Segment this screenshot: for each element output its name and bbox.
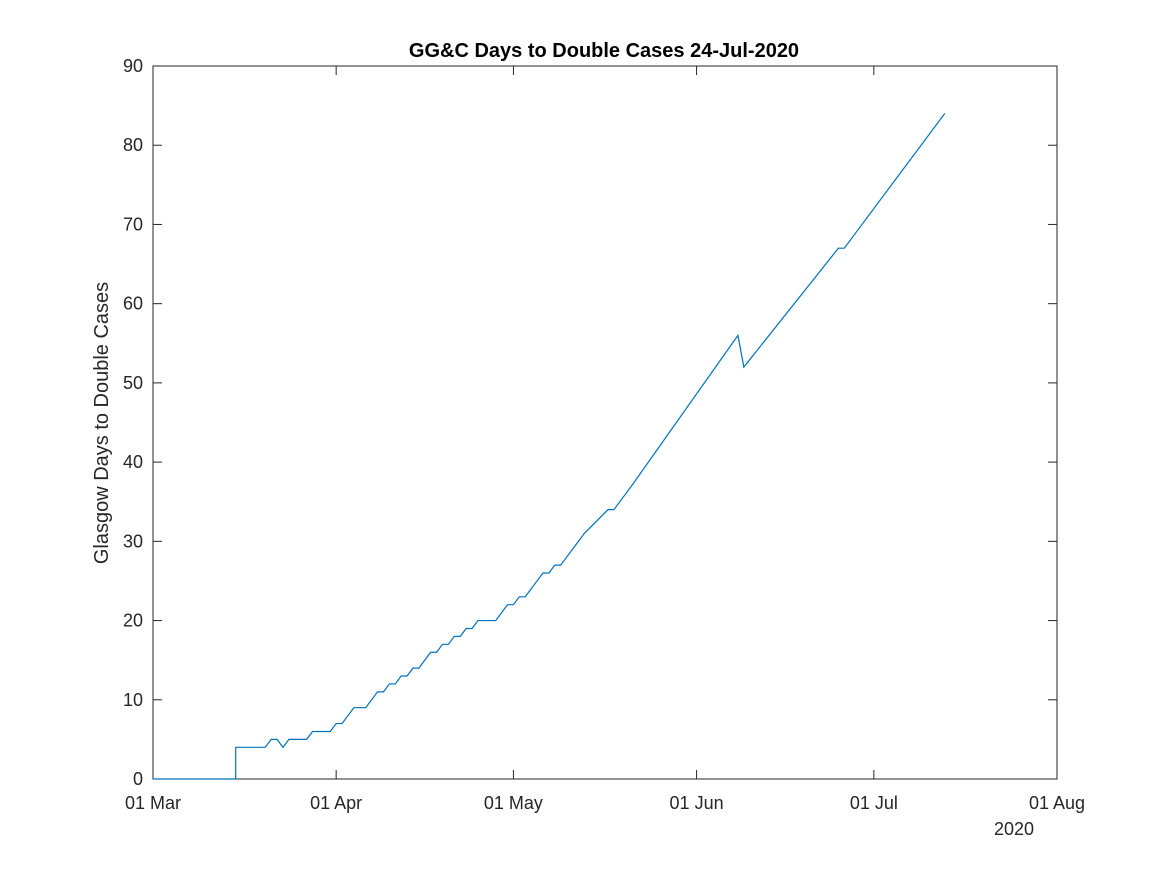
y-tick-label: 20 [123, 611, 143, 631]
plot-area [152, 65, 1058, 780]
x-tick-label: 01 Aug [1029, 793, 1085, 813]
x-axis-year-label: 2020 [994, 819, 1034, 839]
x-tick-label: 01 Mar [125, 793, 181, 813]
tick-labels-layer: 01 Mar 01 Apr 01 May 01 Jun 01 Jul 01 Aug 0 10 2… [123, 56, 1085, 813]
y-tick-label: 80 [123, 135, 143, 155]
y-axis-label: Glasgow Days to Double Cases [91, 282, 113, 564]
y-tick-label: 70 [123, 214, 143, 234]
y-tick-label: 30 [123, 531, 143, 551]
y-tick-label: 90 [123, 56, 143, 76]
chart-title: GG&C Days to Double Cases 24-Jul-2020 [409, 40, 799, 62]
x-tick-label: 01 May [484, 793, 543, 813]
x-tick-label: 01 Jul [850, 793, 898, 813]
x-tick-label: 01 Apr [310, 793, 362, 813]
y-tick-label: 60 [123, 294, 143, 314]
y-tick-label: 10 [123, 690, 143, 710]
y-tick-label: 40 [123, 452, 143, 472]
x-tick-label: 01 Jun [670, 793, 724, 813]
y-tick-label: 50 [123, 373, 143, 393]
series-line [153, 113, 946, 780]
y-tick-label: 0 [133, 769, 143, 789]
